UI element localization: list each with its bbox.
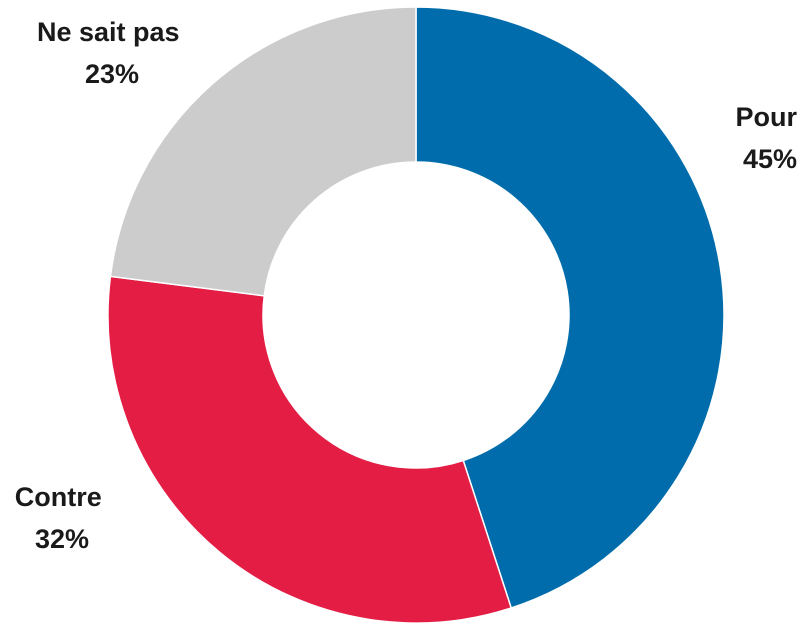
slice-contre	[107, 275, 513, 623]
label-ne-sait-pas: Ne sait pas 23%	[37, 17, 187, 89]
label-contre: Contre 32%	[15, 482, 110, 554]
label-contre-name: Contre	[15, 482, 102, 512]
label-ne-sait-pas-name: Ne sait pas	[37, 17, 180, 47]
label-ne-sait-pas-value: 23%	[85, 59, 139, 89]
label-contre-value: 32%	[35, 524, 89, 554]
label-pour: Pour 45%	[735, 102, 804, 174]
slice-labels: Pour 45% Contre 32% Ne sait pas 23%	[15, 17, 804, 554]
slice-pour	[415, 6, 725, 609]
slice-ne-sait-pas	[109, 6, 417, 297]
label-pour-name: Pour	[735, 102, 797, 132]
donut-slices	[107, 6, 725, 623]
label-pour-value: 45%	[743, 144, 797, 174]
